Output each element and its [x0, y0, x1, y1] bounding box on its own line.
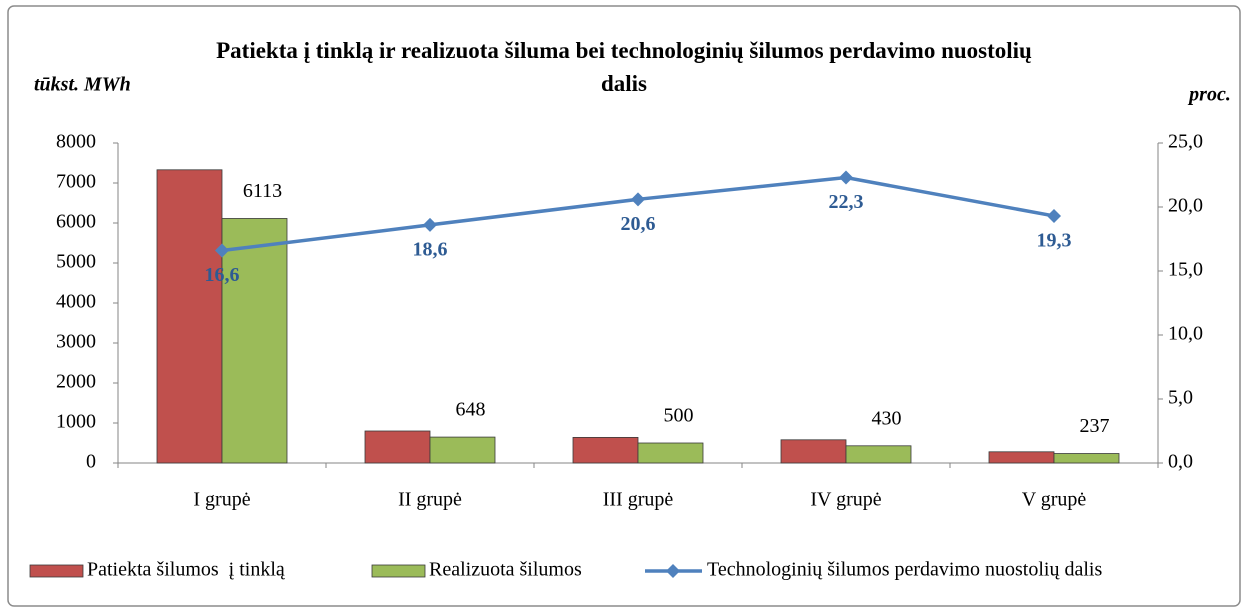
bar-value-label: 237	[1080, 415, 1110, 437]
line-value-label: 22,3	[829, 191, 864, 213]
y-tick-label: 4000	[56, 291, 96, 313]
y2-tick-label: 20,0	[1168, 195, 1203, 217]
chart-frame	[7, 5, 1241, 607]
y-tick-label: 5000	[56, 251, 96, 273]
line-marker	[631, 192, 645, 207]
y-tick-label: 6000	[56, 211, 96, 233]
legend-marker	[666, 564, 680, 578]
x-tick-label: IV grupė	[810, 489, 881, 511]
bar	[1053, 453, 1120, 464]
y2-tick-label: 0,0	[1168, 451, 1193, 473]
legend-label: Realizuota šilumos	[429, 559, 582, 581]
line-marker	[423, 217, 437, 232]
y-tick-label: 8000	[56, 131, 96, 153]
legend-label: Patiekta šilumos į tinklą	[87, 559, 286, 581]
legend-swatch	[29, 564, 84, 578]
bar	[572, 436, 639, 464]
bar-value-label: 500	[664, 405, 694, 427]
bar	[637, 442, 704, 464]
bar	[780, 439, 847, 464]
x-tick-label: V grupė	[1022, 489, 1087, 511]
bar	[364, 430, 431, 464]
line-marker	[215, 243, 229, 258]
bar	[988, 451, 1055, 464]
line-marker	[839, 170, 853, 185]
y2-axis-label: proc.	[1187, 84, 1231, 106]
bar	[221, 218, 288, 464]
bar-value-label: 648	[456, 399, 486, 421]
chart-title: Patiekta į tinklą ir realizuota šiluma b…	[216, 38, 1032, 96]
legend-swatch	[371, 564, 426, 578]
y-axis-label: tūkst. MWh	[34, 74, 131, 96]
y-tick-label: 0	[86, 451, 96, 473]
y-tick-label: 3000	[56, 331, 96, 353]
line-value-label: 18,6	[413, 239, 448, 261]
bar-value-label: 430	[872, 407, 902, 429]
bar	[845, 445, 912, 464]
y-tick-label: 2000	[56, 371, 96, 393]
x-tick-label: III grupė	[603, 489, 674, 511]
y2-tick-label: 15,0	[1168, 259, 1203, 281]
line-value-label: 19,3	[1037, 230, 1072, 252]
x-tick-label: II grupė	[398, 489, 462, 511]
line-marker	[1047, 208, 1061, 223]
bar	[429, 436, 496, 464]
y2-tick-label: 5,0	[1168, 387, 1193, 409]
y2-tick-label: 10,0	[1168, 323, 1203, 345]
y-tick-label: 1000	[56, 411, 96, 433]
bar-value-label: 6113	[243, 180, 282, 202]
line-value-label: 20,6	[621, 213, 656, 235]
x-tick-label: I grupė	[193, 489, 250, 511]
bar	[156, 169, 223, 464]
legend-label: Technologinių šilumos perdavimo nuostoli…	[707, 559, 1102, 581]
y2-tick-label: 25,0	[1168, 131, 1203, 153]
line-value-label: 16,6	[205, 264, 240, 286]
y-tick-label: 7000	[56, 171, 96, 193]
